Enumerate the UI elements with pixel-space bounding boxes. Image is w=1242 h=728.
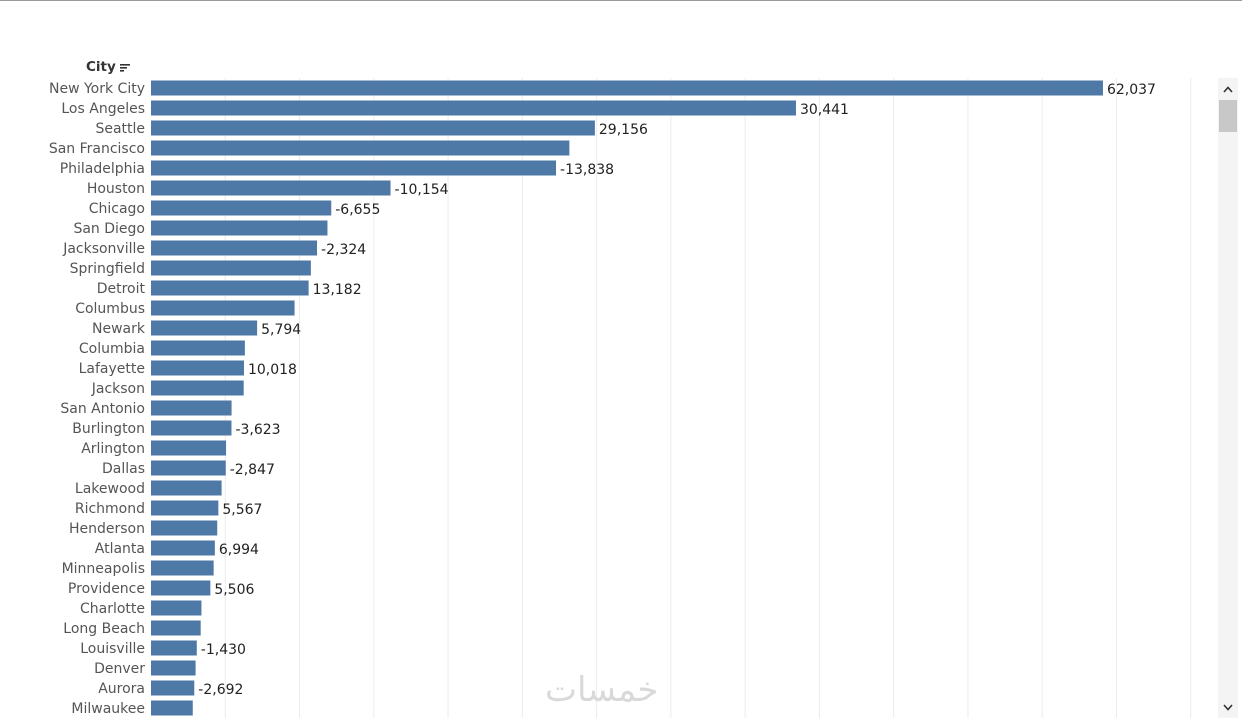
chevron-up-icon <box>1223 85 1233 93</box>
bar[interactable] <box>151 300 295 316</box>
bar[interactable] <box>151 360 244 376</box>
city-label: Minneapolis <box>62 561 145 577</box>
data-label: 6,994 <box>219 542 259 558</box>
city-label: San Francisco <box>49 141 145 157</box>
bar[interactable] <box>151 580 211 596</box>
data-label: 5,506 <box>214 582 254 598</box>
data-label: -13,838 <box>560 162 614 178</box>
bar[interactable] <box>151 540 215 556</box>
bar[interactable] <box>151 100 796 116</box>
city-label: Milwaukee <box>71 701 145 717</box>
bar[interactable] <box>151 180 391 196</box>
bar[interactable] <box>151 520 218 536</box>
city-label: Atlanta <box>95 541 145 557</box>
watermark: خمسات <box>545 670 659 710</box>
vertical-scrollbar[interactable] <box>1218 78 1238 718</box>
city-label: Dallas <box>102 461 145 477</box>
bar[interactable] <box>151 500 219 516</box>
bar[interactable] <box>151 160 557 176</box>
city-header-label: City <box>86 59 116 75</box>
city-label: San Antonio <box>60 401 145 417</box>
city-label: Charlotte <box>80 601 145 617</box>
bar[interactable] <box>151 400 232 416</box>
data-label: 30,441 <box>800 102 849 118</box>
data-label: 5,794 <box>261 322 301 338</box>
bar[interactable] <box>151 140 570 156</box>
city-label: Philadelphia <box>60 161 145 177</box>
bar[interactable] <box>151 440 227 456</box>
data-label: 29,156 <box>599 122 648 138</box>
sort-descending-icon[interactable] <box>119 61 131 73</box>
bar-chart: New York City 62,037 Los Angeles 30,441 Seat… <box>49 78 1192 718</box>
bar[interactable] <box>151 460 226 476</box>
data-label: 62,037 <box>1107 82 1156 98</box>
bar[interactable] <box>151 320 258 336</box>
bar[interactable] <box>151 640 197 656</box>
bar[interactable] <box>151 280 309 296</box>
city-label: Seattle <box>95 121 145 137</box>
bar[interactable] <box>151 380 244 396</box>
city-label: Jackson <box>91 381 145 397</box>
scroll-thumb[interactable] <box>1219 100 1237 132</box>
bar[interactable] <box>151 220 328 236</box>
city-label: Jacksonville <box>62 241 145 257</box>
city-label: Richmond <box>75 501 145 517</box>
data-label: 5,567 <box>222 502 262 518</box>
top-border <box>0 0 1242 1</box>
city-label: Lakewood <box>75 481 145 497</box>
bar[interactable] <box>151 600 202 616</box>
city-label: Burlington <box>72 421 145 437</box>
bar[interactable] <box>151 200 332 216</box>
city-label: Arlington <box>81 441 145 457</box>
chevron-down-icon <box>1223 703 1233 711</box>
data-label: 13,182 <box>313 282 362 298</box>
bar[interactable] <box>151 260 311 276</box>
bar[interactable] <box>151 700 193 716</box>
bar[interactable] <box>151 660 196 676</box>
city-label: Lafayette <box>79 361 145 377</box>
city-label: Denver <box>94 661 145 677</box>
bar[interactable] <box>151 340 245 356</box>
bar[interactable] <box>151 680 195 696</box>
bar[interactable] <box>151 620 201 636</box>
data-label: 10,018 <box>248 362 297 378</box>
city-label: Louisville <box>80 641 145 657</box>
bar[interactable] <box>151 80 1103 96</box>
city-label: Springfield <box>70 261 145 277</box>
data-label: -2,324 <box>321 242 366 258</box>
data-label: -2,847 <box>230 462 275 478</box>
bar[interactable] <box>151 560 214 576</box>
data-label: -3,623 <box>235 422 280 438</box>
city-label: Columbus <box>75 301 145 317</box>
bar[interactable] <box>151 420 232 436</box>
city-label: San Diego <box>73 221 145 237</box>
bar[interactable] <box>151 120 595 136</box>
city-label: Newark <box>92 321 146 337</box>
city-column-header[interactable]: City <box>86 58 131 76</box>
city-label: Aurora <box>98 681 145 697</box>
city-label: Detroit <box>97 281 146 297</box>
bar[interactable] <box>151 240 318 256</box>
city-label: Chicago <box>89 201 145 217</box>
city-label: Columbia <box>79 341 145 357</box>
scroll-down-button[interactable] <box>1218 698 1238 716</box>
city-label: Long Beach <box>63 621 145 637</box>
data-label: -10,154 <box>395 182 449 198</box>
data-label: -6,655 <box>335 202 380 218</box>
city-label: Henderson <box>69 521 145 537</box>
scroll-up-button[interactable] <box>1218 80 1238 98</box>
bar[interactable] <box>151 480 222 496</box>
city-label: New York City <box>49 81 145 97</box>
city-label: Houston <box>87 181 145 197</box>
data-label: -2,692 <box>198 682 243 698</box>
city-label: Los Angeles <box>61 101 145 117</box>
city-label: Providence <box>68 581 145 597</box>
data-label: -1,430 <box>201 642 246 658</box>
